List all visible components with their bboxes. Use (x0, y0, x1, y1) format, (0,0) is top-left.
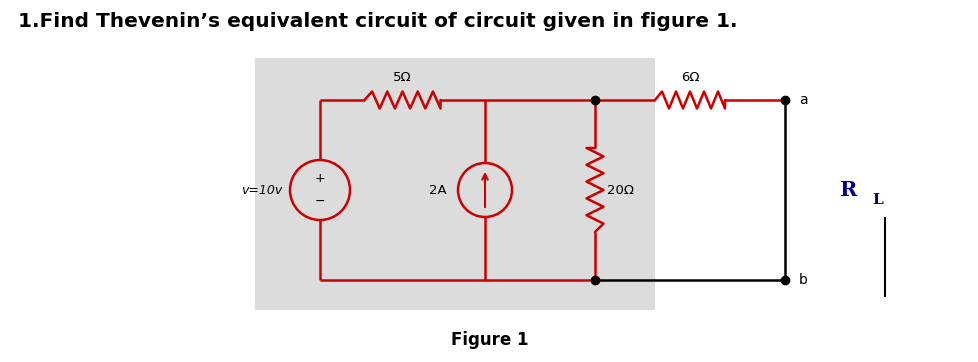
Bar (254, 58, 654, 310)
Text: R: R (839, 180, 857, 200)
Text: 6Ω: 6Ω (680, 71, 698, 84)
Text: −: − (315, 194, 325, 207)
Text: v=10v: v=10v (241, 184, 282, 197)
Text: L: L (871, 193, 882, 207)
Text: b: b (798, 273, 807, 287)
Text: a: a (798, 93, 807, 107)
Text: Figure 1: Figure 1 (451, 331, 528, 349)
Text: +: + (314, 173, 325, 185)
Text: 5Ω: 5Ω (393, 71, 412, 84)
Text: 1.Find Thevenin’s equivalent circuit of circuit given in figure 1.: 1.Find Thevenin’s equivalent circuit of … (18, 12, 736, 31)
Text: 20Ω: 20Ω (606, 184, 634, 197)
Text: 2A: 2A (429, 184, 447, 197)
